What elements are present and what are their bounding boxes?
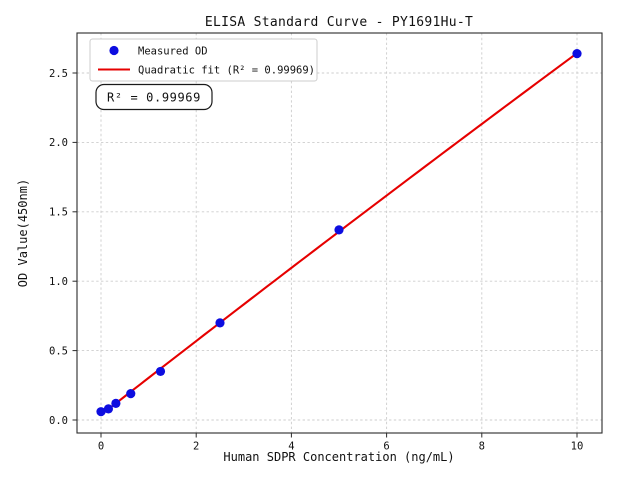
axis-ticks	[72, 72, 578, 438]
x-tick-label: 8	[479, 441, 485, 453]
x-tick-label: 2	[193, 441, 199, 453]
legend-label-measured-od: Measured OD	[138, 46, 208, 58]
x-tick-label: 4	[288, 441, 294, 453]
legend-marker-measured-od-icon	[109, 45, 119, 56]
y-tick-label: 0.5	[49, 345, 68, 357]
data-point	[155, 366, 166, 377]
data-point	[103, 404, 114, 414]
y-tick-label: 2.0	[49, 137, 68, 149]
axis-tick-labels: 0 2 4 6 8 10 0.0 0.5 1.0 1.5 2.0 2.5	[49, 68, 583, 453]
y-tick-label: 2.5	[49, 68, 68, 80]
x-axis-label: Human SDPR Concentration (ng/mL)	[223, 450, 454, 464]
measured-od-points	[96, 48, 582, 417]
y-axis-label: OD Value(450nm)	[16, 179, 30, 287]
plot-frame	[76, 32, 603, 434]
data-point	[96, 407, 106, 417]
data-point	[572, 48, 582, 59]
legend-label-quadratic-fit: Quadratic fit (R² = 0.99969)	[138, 65, 315, 77]
x-tick-label: 0	[98, 441, 104, 453]
data-point	[215, 318, 225, 328]
data-point	[334, 225, 344, 235]
r-squared-annotation: R² = 0.99969	[95, 83, 213, 111]
y-tick-label: 0.0	[49, 415, 68, 427]
y-tick-label: 1.0	[49, 276, 68, 288]
data-point	[126, 389, 136, 399]
x-tick-label: 6	[383, 441, 389, 453]
legend: Measured OD Quadratic fit (R² = 0.99969)	[89, 38, 318, 82]
y-tick-label: 1.5	[49, 207, 68, 219]
chart-title: ELISA Standard Curve - PY1691Hu-T	[205, 15, 473, 30]
data-point	[111, 398, 121, 408]
r-squared-annotation-text: R² = 0.99969	[107, 91, 201, 105]
r-squared-annotation-box	[95, 83, 213, 111]
x-tick-label: 10	[571, 441, 584, 453]
legend-box	[89, 38, 318, 82]
